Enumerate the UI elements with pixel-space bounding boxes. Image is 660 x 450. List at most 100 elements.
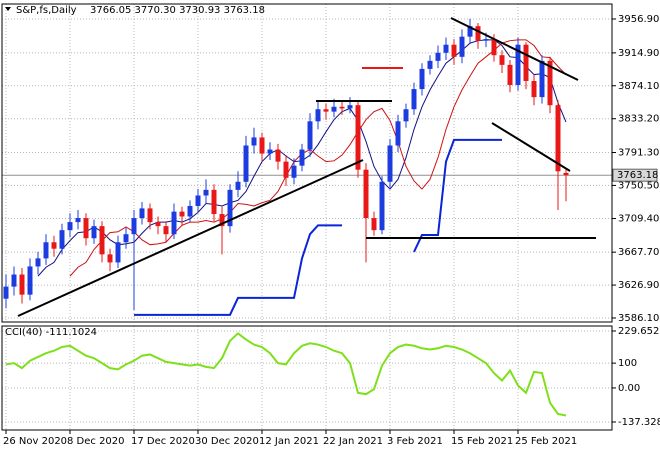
candle-body [435,52,441,61]
candle-body [131,218,137,235]
candle-body [243,145,249,182]
cci-title: CCI(40) -111.1024 [5,327,97,338]
candle-body [91,226,97,239]
trendline [17,159,364,317]
candle-body [515,44,521,86]
candle-body [363,169,369,219]
y-tick-label: 3914.90 [618,48,659,59]
y-tick-label: 3956.90 [618,14,659,25]
y-tick-label: -137.3289 [618,417,660,428]
candle-body [443,44,449,53]
indicator-line [134,138,502,316]
candle-body [99,226,105,255]
y-tick-label: 3833.20 [618,114,659,125]
candle-body [107,254,113,263]
candle-body [67,222,73,231]
collapse-arrow[interactable] [5,7,11,11]
candle-body [331,106,337,112]
candle-body [403,109,409,122]
cci-frame [1,325,613,431]
candle-body [371,218,377,231]
y-tick-label: 3626.90 [618,280,659,291]
candle-body [27,266,33,295]
candle-body [523,44,529,82]
candle-body [355,105,361,170]
x-tick-label: 15 Feb 2021 [451,436,513,447]
candle-body [179,211,185,217]
y-tick-label: 3709.40 [618,214,659,225]
candle-body [123,234,129,243]
plot-layer [3,18,569,417]
current-price-box [612,168,658,182]
x-tick-label: 25 Feb 2021 [515,436,577,447]
candle-body [483,39,489,41]
candle-body [547,60,553,106]
y-tick-label: 3667.70 [618,247,659,258]
candle-body [211,189,217,215]
candle-body [19,274,25,295]
trendlines [17,17,596,317]
candle-body [339,106,345,109]
price-frame [1,3,613,323]
y-tick-label: 3586.10 [618,313,659,324]
candle-body [203,189,209,196]
candle-body [163,226,169,235]
candle-body [419,68,425,90]
candle-body [315,109,321,122]
candle-body [499,55,505,65]
candle-body [115,242,121,263]
x-tick-label: 17 Dec 2020 [131,436,195,447]
candle-body [347,105,353,109]
candle-body [235,181,241,190]
x-tick-label: 3 Feb 2021 [387,436,443,447]
candle-body [475,26,481,41]
candle-body [43,242,49,259]
indicator-line [5,332,567,417]
candle-body [275,149,281,162]
trendline [491,122,571,172]
current-price-label: 3763.18 [617,170,658,181]
candle-body [187,205,193,217]
y-tick-label: 0.00 [618,383,640,394]
candle-body [267,149,273,154]
candle-body [155,222,161,227]
candle-body [427,60,433,69]
candle-body [227,189,233,227]
candle-body [379,181,385,231]
candle-body [555,105,561,172]
indicator-line [69,39,567,277]
candle-body [451,44,457,57]
y-tick-label: 3750.50 [618,180,659,191]
x-tick-label: 26 Nov 2020 [3,436,67,447]
candle-body [59,230,65,249]
candle-body [11,274,17,287]
candle-body [251,137,257,146]
candle-body [35,258,41,267]
candle-body [51,242,57,249]
candle-body [291,165,297,178]
candle-body [147,208,153,223]
x-tick-label: 30 Dec 2020 [195,436,259,447]
candle-body [139,208,145,219]
y-tick-label: 229.6527 [618,326,660,337]
candle-body [171,211,177,235]
grid-layer [2,4,612,430]
candle-body [219,214,225,227]
candle-body [467,26,473,37]
ohlc-info: 3766.05 3770.30 3730.93 3763.18 [90,5,265,16]
y-tick-label: 3791.30 [618,148,659,159]
candle-body [507,64,513,86]
candle-body [259,137,265,154]
y-tick-label: 100 [618,358,637,369]
candle-body [395,121,401,146]
candle-body [387,145,393,182]
candle-body [491,39,497,56]
chart-title: S&P,fs,Daily [16,5,77,16]
candle-body [531,81,537,98]
candle-body [459,36,465,57]
candle-body [411,89,417,110]
candle-body [195,195,201,206]
trendline [450,17,579,81]
candle-body [563,172,569,176]
